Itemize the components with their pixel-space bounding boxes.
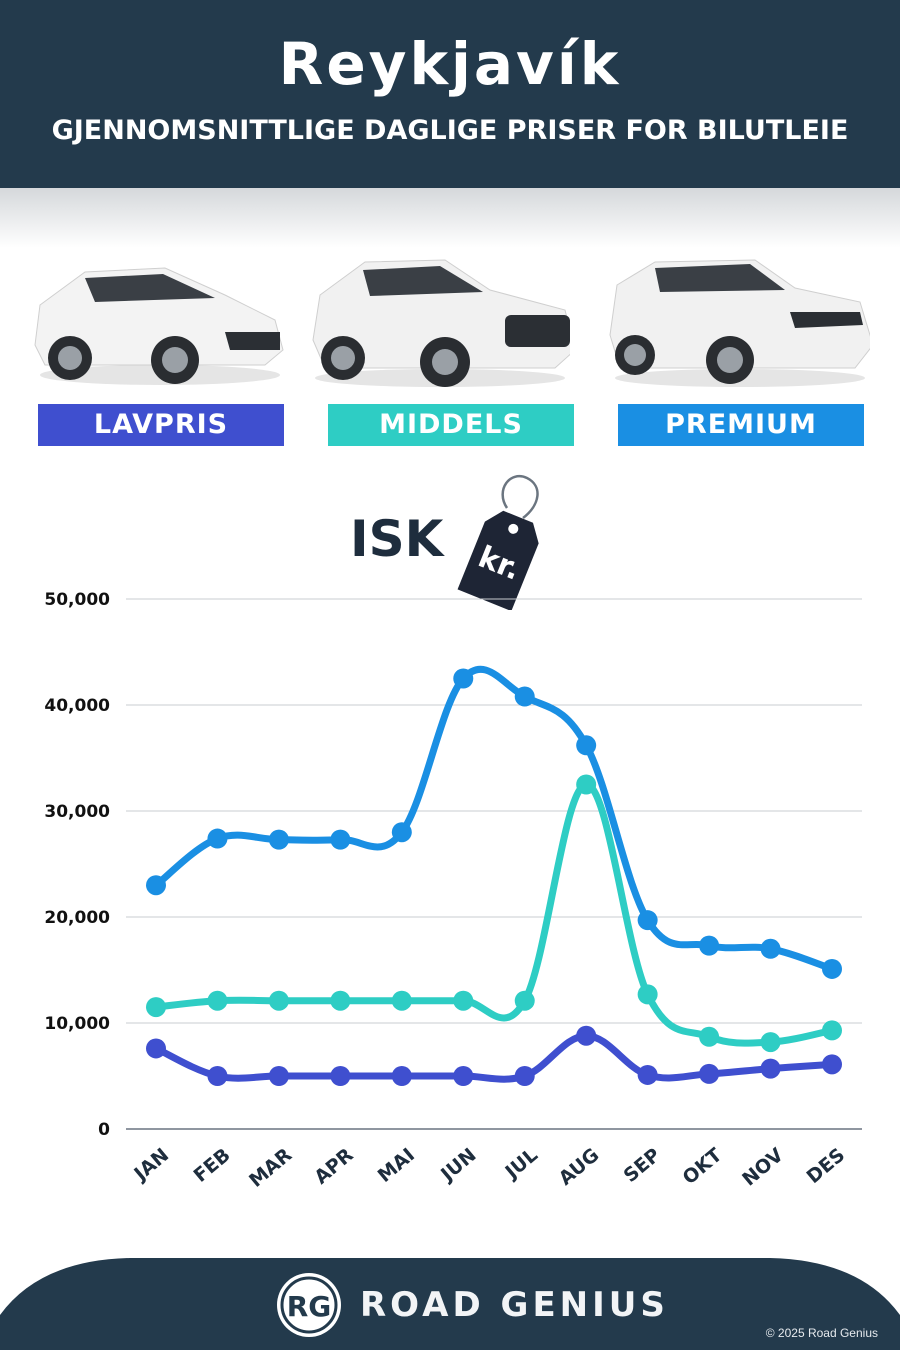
series-line-middels [152, 781, 836, 1047]
data-point-lavpris [207, 1066, 228, 1086]
data-point-middels [453, 990, 474, 1011]
data-point-middels [268, 990, 289, 1011]
data-point-lavpris [453, 1066, 474, 1086]
data-point-middels [330, 990, 351, 1011]
data-point-middels [514, 990, 535, 1011]
copyright-text: © 2025 Road Genius [765, 1326, 878, 1340]
data-point-lavpris [146, 1038, 166, 1059]
data-point-premium [146, 875, 166, 896]
data-point-lavpris [760, 1058, 781, 1079]
data-point-lavpris [514, 1066, 535, 1086]
x-tick-label: OKT [679, 1144, 727, 1189]
data-point-premium [576, 735, 597, 756]
premium-car-image [609, 259, 870, 387]
data-point-lavpris [576, 1025, 597, 1046]
x-tick-label: DES [803, 1144, 850, 1188]
data-point-premium [268, 829, 289, 850]
x-tick-label: MAI [374, 1144, 419, 1187]
page-title: Reykjavík [278, 30, 622, 98]
x-tick-label: JUL [500, 1144, 542, 1184]
data-point-premium [699, 935, 720, 956]
x-tick-label: JAN [129, 1144, 174, 1186]
y-tick-label: 40,000 [44, 696, 110, 716]
y-tick-label: 0 [98, 1120, 110, 1140]
header-shadow [0, 188, 900, 248]
footer-band [0, 1258, 900, 1350]
data-point-premium [330, 829, 351, 850]
price-tag-icon: kr. [457, 475, 539, 610]
logo-text: RG [287, 1290, 332, 1323]
x-tick-label: SEP [620, 1144, 665, 1187]
data-point-middels [822, 1020, 842, 1041]
price-line-chart: 50,000 40,000 30,000 20,000 10,000 0 JAN FEB MAR… [44, 590, 862, 1192]
data-point-middels [699, 1026, 720, 1047]
data-point-middels [391, 990, 412, 1011]
data-point-premium [637, 910, 658, 931]
data-point-middels [576, 774, 597, 795]
currency-label: ISK [350, 510, 444, 568]
data-point-lavpris [268, 1066, 289, 1086]
data-point-lavpris [391, 1066, 412, 1086]
data-point-lavpris [822, 1054, 842, 1075]
series-line-premium [152, 665, 836, 973]
x-tick-label: AUG [555, 1144, 604, 1190]
data-point-lavpris [699, 1063, 720, 1084]
legend-badge-lavpris: LAVPRIS [38, 404, 284, 446]
data-point-middels [760, 1032, 781, 1053]
data-point-lavpris [330, 1066, 351, 1086]
data-point-middels [146, 997, 166, 1018]
road-genius-logo-icon: RG [277, 1273, 341, 1337]
page-subtitle: GJENNOMSNITTLIGE DAGLIGE PRISER FOR BILU… [51, 115, 849, 146]
y-tick-label: 20,000 [44, 908, 110, 928]
economy-car-image [34, 267, 284, 385]
midsize-car-image [312, 259, 570, 387]
x-tick-label: MAR [245, 1144, 296, 1192]
legend-badge-middels: MIDDELS [328, 404, 574, 446]
data-point-lavpris [637, 1064, 658, 1085]
x-tick-label: FEB [190, 1144, 235, 1187]
y-tick-label: 30,000 [44, 802, 110, 822]
brand-name: ROAD GENIUS [360, 1285, 669, 1325]
x-tick-label: NOV [738, 1144, 788, 1191]
data-point-middels [207, 990, 228, 1011]
data-point-middels [637, 984, 658, 1005]
legend-badge-premium: PREMIUM [618, 404, 864, 446]
data-point-premium [760, 938, 781, 959]
y-tick-label: 50,000 [44, 590, 110, 610]
header-banner: Reykjavík GJENNOMSNITTLIGE DAGLIGE PRISE… [0, 0, 900, 188]
data-point-premium [822, 958, 842, 979]
data-point-premium [207, 828, 228, 849]
data-point-premium [453, 668, 474, 689]
x-tick-label: JUN [435, 1144, 480, 1187]
x-tick-label: APR [310, 1144, 358, 1189]
data-point-premium [391, 822, 412, 843]
y-tick-label: 10,000 [44, 1014, 110, 1034]
data-point-premium [514, 686, 535, 707]
